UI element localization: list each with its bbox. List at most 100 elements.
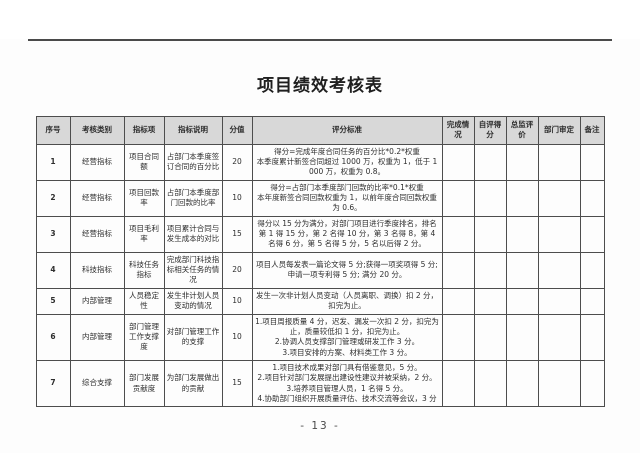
cell-director-eval xyxy=(505,143,539,181)
cell-description: 占部门本季度部门回款的比率 xyxy=(163,179,223,217)
cell-score: 15 xyxy=(221,359,253,408)
page-number: - 13 - xyxy=(300,420,340,433)
cell-completion xyxy=(441,251,475,289)
cell-category: 科技指标 xyxy=(69,251,125,289)
col-header-self-score: 自评得分 xyxy=(473,116,507,145)
cell-remarks xyxy=(579,287,605,315)
assessment-table: 序号 考核类别 指标项 指标说明 分值 评分标准 完成情况 自评得分 总监评价 … xyxy=(35,116,605,408)
cell-criteria: 发生一次非计划人员变动（人员离职、调换）扣 2 分，扣完为止。 xyxy=(251,287,443,315)
cell-category: 经营指标 xyxy=(69,215,125,253)
cell-dept-approval xyxy=(537,179,581,217)
cell-dept-approval xyxy=(537,287,581,315)
cell-indicator: 科技任务指标 xyxy=(123,251,165,289)
cell-completion xyxy=(441,215,475,253)
cell-indicator: 项目毛利率 xyxy=(123,215,165,253)
col-header-completion: 完成情况 xyxy=(441,116,475,145)
cell-completion xyxy=(441,359,475,408)
cell-criteria: 得分=完成年度合同任务的百分比*0.2*权重 本季度累计新签合同超过 1000 … xyxy=(251,143,443,181)
cell-remarks xyxy=(579,143,605,181)
cell-criteria: 项目人员每发表一篇论文得 5 分;获得一项奖项得 5 分;申请一项专利得 5 分… xyxy=(251,251,443,289)
cell-director-eval xyxy=(505,179,539,217)
col-header-score: 分值 xyxy=(221,116,253,145)
cell-self-score xyxy=(473,287,507,315)
cell-director-eval xyxy=(505,359,539,408)
cell-score: 20 xyxy=(221,143,253,181)
cell-director-eval xyxy=(505,313,539,361)
cell-description: 发生非计划人员变动的情况 xyxy=(163,287,223,315)
cell-description: 项目累计合同与发生成本的对比 xyxy=(163,215,223,253)
cell-score: 10 xyxy=(221,179,253,217)
cell-score: 10 xyxy=(221,313,253,361)
cell-self-score xyxy=(473,359,507,408)
col-header-category: 考核类别 xyxy=(69,116,125,145)
cell-description: 为部门发展做出的贡献 xyxy=(163,359,223,408)
cell-no: 2 xyxy=(35,179,71,217)
cell-no: 3 xyxy=(35,215,71,253)
cell-director-eval xyxy=(505,251,539,289)
cell-completion xyxy=(441,287,475,315)
cell-self-score xyxy=(473,215,507,253)
header-rule xyxy=(28,39,612,41)
cell-remarks xyxy=(579,359,605,408)
cell-category: 经营指标 xyxy=(69,179,125,217)
cell-remarks xyxy=(579,313,605,361)
cell-self-score xyxy=(473,313,507,361)
cell-score: 20 xyxy=(221,251,253,289)
cell-completion xyxy=(441,179,475,217)
cell-criteria: 1.项目周报质量 4 分，迟发、漏发一次扣 2 分，扣完为止，质量较低扣 1 分… xyxy=(251,313,443,361)
cell-category: 综合支撑 xyxy=(69,359,125,408)
col-header-no: 序号 xyxy=(35,116,71,145)
cell-self-score xyxy=(473,251,507,289)
document-page: 项目绩效考核表 序号 考核类别 指标项 指标说明 分值 评分标准 完成情况 自评… xyxy=(0,39,640,453)
cell-no: 1 xyxy=(35,143,71,181)
cell-completion xyxy=(441,313,475,361)
cell-score: 15 xyxy=(221,215,253,253)
cell-director-eval xyxy=(505,215,539,253)
table-row: 4 科技指标 科技任务指标 完成部门科技指标相关任务的情况 20 项目人员每发表… xyxy=(35,251,605,289)
cell-category: 经营指标 xyxy=(69,143,125,181)
cell-dept-approval xyxy=(537,359,581,408)
cell-no: 4 xyxy=(35,251,71,289)
cell-remarks xyxy=(579,251,605,289)
cell-dept-approval xyxy=(537,313,581,361)
cell-category: 内部管理 xyxy=(69,313,125,361)
cell-dept-approval xyxy=(537,143,581,181)
table-row: 6 内部管理 部门管理工作支撑度 对部门管理工作的支撑 10 1.项目周报质量 … xyxy=(35,313,605,361)
cell-self-score xyxy=(473,179,507,217)
cell-description: 对部门管理工作的支撑 xyxy=(163,313,223,361)
cell-remarks xyxy=(579,215,605,253)
cell-self-score xyxy=(473,143,507,181)
header-row: 序号 考核类别 指标项 指标说明 分值 评分标准 完成情况 自评得分 总监评价 … xyxy=(35,116,605,145)
cell-indicator: 项目回款率 xyxy=(123,179,165,217)
col-header-criteria: 评分标准 xyxy=(251,116,443,145)
cell-description: 完成部门科技指标相关任务的情况 xyxy=(163,251,223,289)
cell-dept-approval xyxy=(537,215,581,253)
cell-criteria: 得分以 15 分为满分，对部门项目进行季度排名，排名第 1 得 15 分，第 2… xyxy=(251,215,443,253)
cell-indicator: 人员稳定性 xyxy=(123,287,165,315)
col-header-remarks: 备注 xyxy=(579,116,605,145)
cell-criteria: 1.项目技术成果对部门具有借鉴意见，5 分。 2.项目针对部门发展提出建设性建议… xyxy=(251,359,443,408)
table-row: 1 经营指标 项目合同额 占部门本季度签订合同的百分比 20 得分=完成年度合同… xyxy=(35,143,605,181)
col-header-director-eval: 总监评价 xyxy=(505,116,539,145)
col-header-description: 指标说明 xyxy=(163,116,223,145)
cell-remarks xyxy=(579,179,605,217)
cell-no: 7 xyxy=(35,359,71,408)
cell-indicator: 部门管理工作支撑度 xyxy=(123,313,165,361)
cell-score: 10 xyxy=(221,287,253,315)
table-row: 7 综合支撑 部门发展贡献度 为部门发展做出的贡献 15 1.项目技术成果对部门… xyxy=(35,359,605,408)
cell-dept-approval xyxy=(537,251,581,289)
table-row: 2 经营指标 项目回款率 占部门本季度部门回款的比率 10 得分=占部门本季度部… xyxy=(35,179,605,217)
cell-indicator: 部门发展贡献度 xyxy=(123,359,165,408)
cell-completion xyxy=(441,143,475,181)
cell-no: 5 xyxy=(35,287,71,315)
table-row: 5 内部管理 人员稳定性 发生非计划人员变动的情况 10 发生一次非计划人员变动… xyxy=(35,287,605,315)
cell-director-eval xyxy=(505,287,539,315)
page-title: 项目绩效考核表 xyxy=(257,76,383,96)
cell-no: 6 xyxy=(35,313,71,361)
col-header-indicator: 指标项 xyxy=(123,116,165,145)
cell-category: 内部管理 xyxy=(69,287,125,315)
cell-criteria: 得分=占部门本季度部门回款的比率*0.1*权重 本年度新签合同回款权重为 1，以… xyxy=(251,179,443,217)
col-header-dept-approval: 部门审定 xyxy=(537,116,581,145)
table-row: 3 经营指标 项目毛利率 项目累计合同与发生成本的对比 15 得分以 15 分为… xyxy=(35,215,605,253)
cell-indicator: 项目合同额 xyxy=(123,143,165,181)
